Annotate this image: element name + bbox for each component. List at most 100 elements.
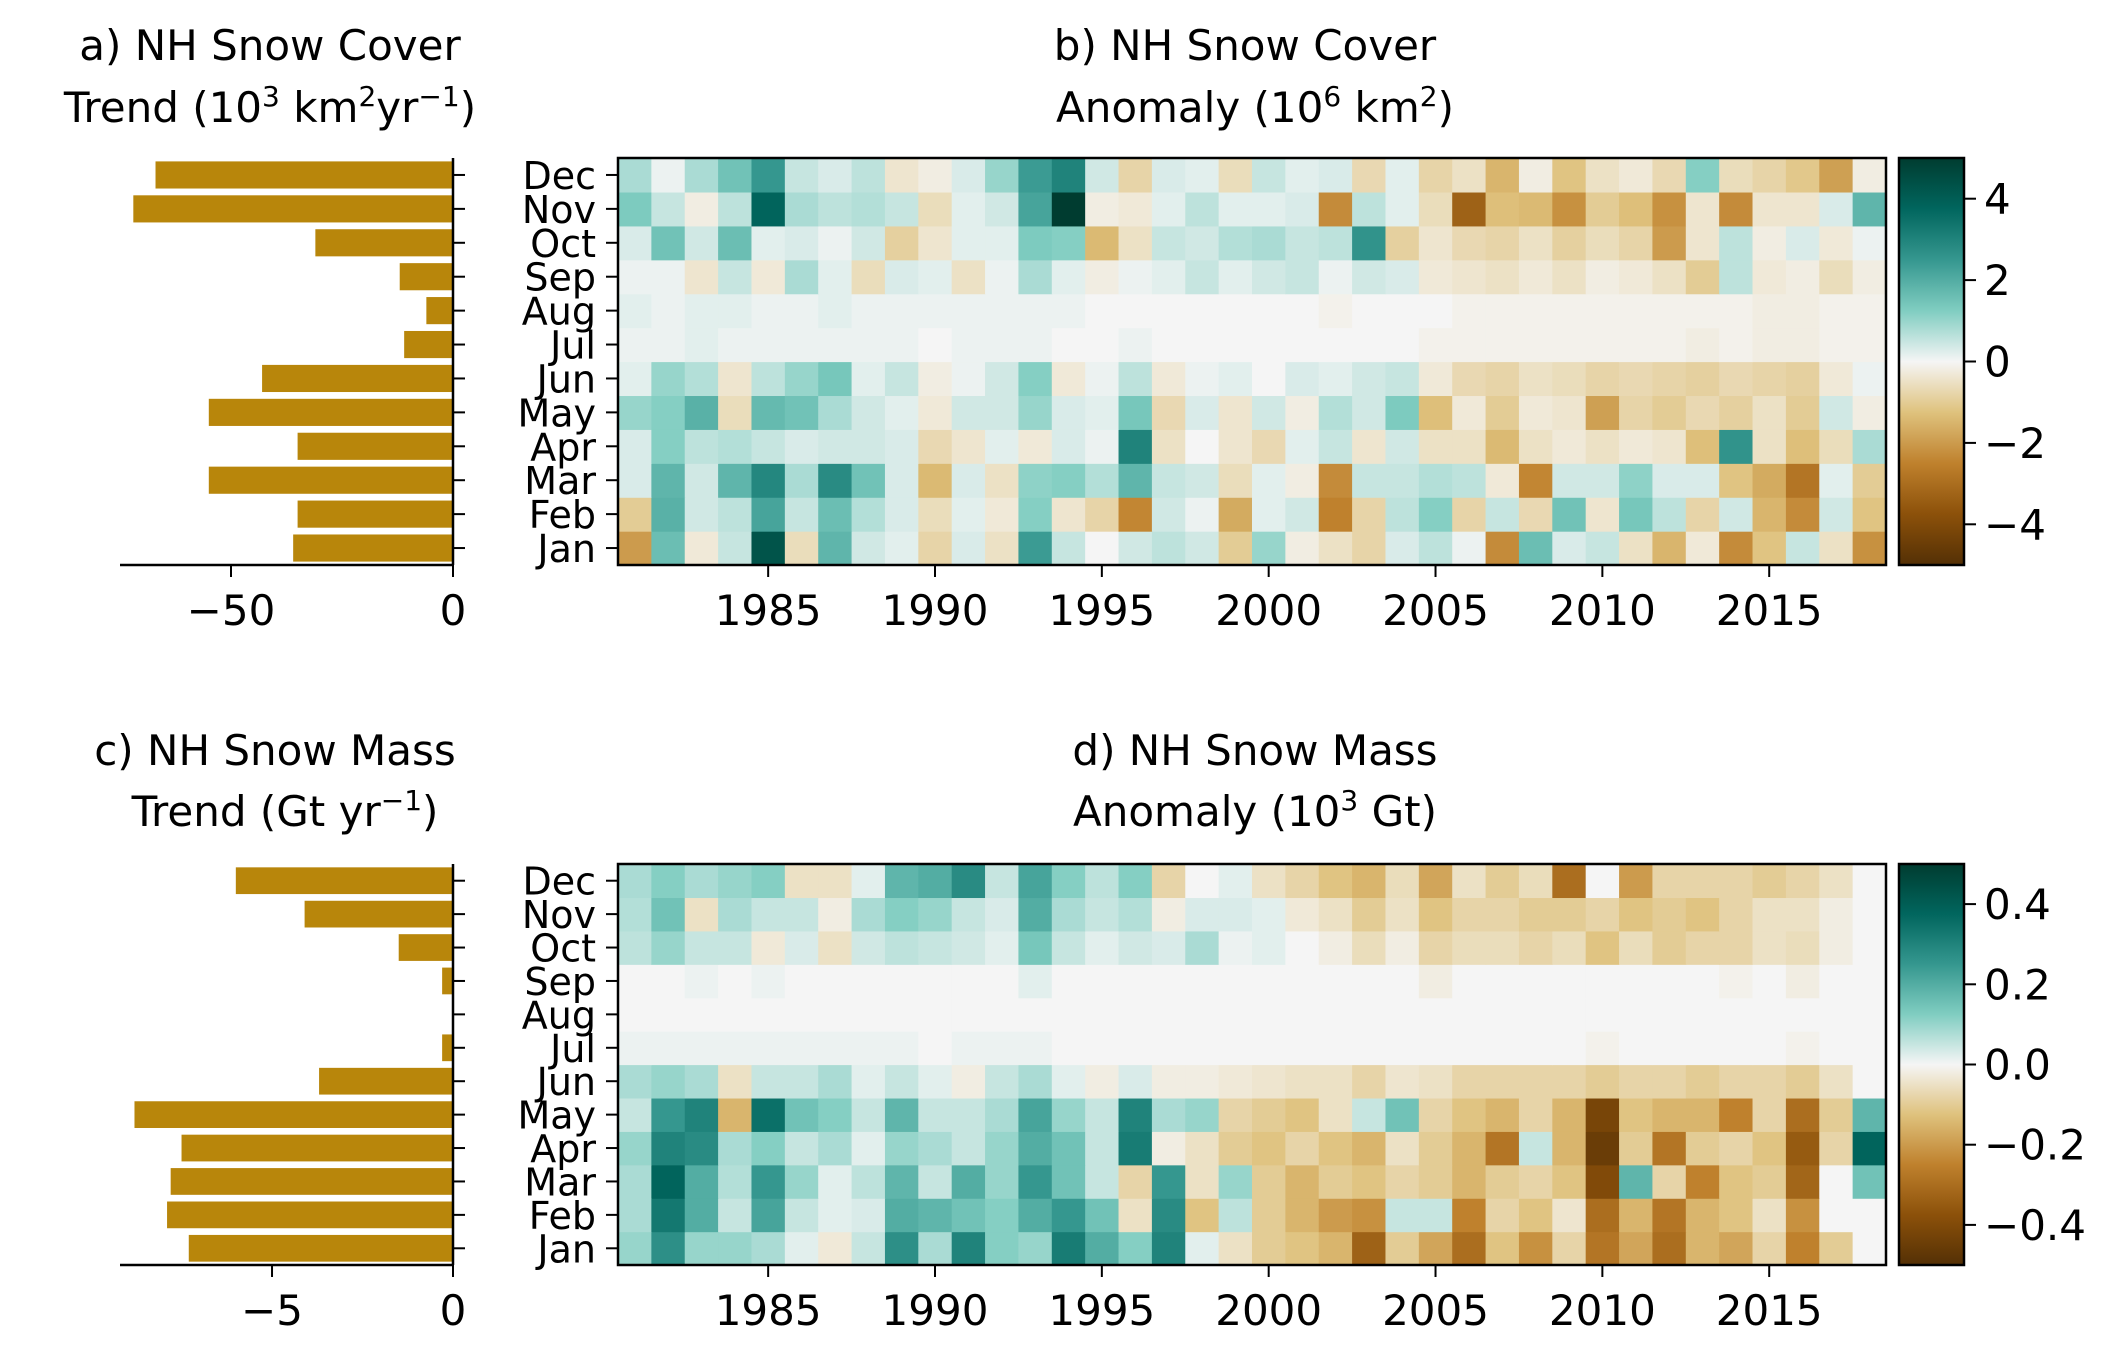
panel-d-cell	[751, 997, 786, 1032]
panel-d-cell	[818, 864, 853, 899]
panel-d-colorbar-label: −0.4	[1984, 1201, 2086, 1250]
panel-d-cell	[851, 1031, 886, 1066]
panel-b-cell	[1719, 531, 1754, 566]
panel-b-cell	[951, 293, 986, 329]
panel-b-cell	[1452, 225, 1487, 261]
panel-a-bar-jun	[262, 364, 453, 393]
panel-b-cell	[1652, 327, 1687, 363]
panel-b-cell	[1552, 497, 1587, 532]
panel-d-cell	[851, 930, 886, 965]
panel-d-cell	[818, 930, 853, 965]
panel-b-cell	[1752, 327, 1787, 363]
panel-b-cell	[1151, 395, 1186, 430]
panel-b-cell	[1852, 191, 1887, 227]
panel-b-title-line2: Anomaly (106 km2)	[1056, 80, 1454, 133]
panel-d-cell	[1752, 964, 1787, 999]
panel-b-cell	[1385, 259, 1420, 295]
panel-b-cell	[618, 293, 652, 329]
panel-b-cell	[1185, 293, 1220, 329]
panel-b-cell	[1151, 327, 1186, 363]
panel-d-cell	[1285, 997, 1320, 1032]
panel-d-cell	[1085, 1231, 1120, 1266]
panel-d-cell	[1652, 897, 1687, 932]
panel-b-colorbar-label: 0	[1984, 338, 2011, 387]
panel-b-cell	[1619, 191, 1654, 227]
panel-d-cell	[1318, 930, 1353, 965]
panel-b-month-label-apr: Apr	[530, 425, 596, 469]
panel-b-cell	[1585, 497, 1620, 532]
panel-d-cell	[918, 864, 953, 899]
panel-b-cell	[951, 463, 986, 498]
panel-b-cell	[1485, 497, 1520, 532]
panel-b-cell	[1185, 497, 1220, 532]
panel-b-colorbar-label: −2	[1984, 419, 2046, 468]
panel-b-cell	[651, 293, 686, 329]
panel-b-cell	[651, 158, 686, 193]
panel-b-cell	[1352, 429, 1387, 464]
panel-b-cell	[1252, 361, 1286, 397]
panel-d-cell	[751, 1031, 786, 1066]
panel-d-cell	[1685, 1231, 1720, 1266]
panel-d-cell	[1719, 1131, 1754, 1166]
panel-b-cell	[784, 463, 819, 498]
panel-b-cell	[1819, 361, 1854, 397]
panel-b-cell	[1285, 497, 1320, 532]
panel-b-cell	[1085, 259, 1120, 295]
panel-d-cell	[1385, 1131, 1420, 1166]
panel-d-cell	[1385, 1164, 1420, 1199]
panel-b-cell	[1051, 191, 1086, 227]
panel-d-cell	[751, 1131, 786, 1166]
panel-d-cell	[1585, 1164, 1620, 1199]
panel-d-cell	[1619, 1198, 1654, 1233]
panel-d-cell	[1785, 1097, 1820, 1132]
panel-d-cell	[1252, 1064, 1286, 1099]
panel-b-xtick-label: 2005	[1382, 586, 1489, 635]
panel-b-cell	[1518, 361, 1553, 397]
panel-b-cell	[1118, 361, 1153, 397]
panel-b-cell	[1852, 429, 1887, 464]
panel-b-cell	[1619, 463, 1654, 498]
panel-c-title-line2: Trend (Gt yr−1)	[131, 784, 439, 837]
panel-b-cell	[1018, 327, 1053, 363]
panel-b-cell	[1085, 225, 1120, 261]
panel-b-cell	[1151, 531, 1186, 566]
panel-d-cell	[1218, 1231, 1253, 1266]
panel-b-cell	[1485, 191, 1520, 227]
panel-d-cell	[1552, 1031, 1587, 1066]
panel-b-cell	[1619, 158, 1654, 193]
panel-b-cell	[1385, 361, 1420, 397]
panel-b-cell	[1685, 225, 1720, 261]
panel-d-xtick-label: 2015	[1716, 1286, 1823, 1335]
panel-b-cell	[818, 293, 853, 329]
panel-d-cell	[784, 1097, 819, 1132]
panel-d-cell	[1685, 864, 1720, 899]
panel-b-cell	[1151, 225, 1186, 261]
panel-b-cell	[1318, 497, 1353, 532]
panel-b-cell	[651, 361, 686, 397]
panel-d-cell	[1218, 1064, 1253, 1099]
panel-c-xtick-label: 0	[440, 1286, 467, 1335]
panel-b-cell	[1719, 225, 1754, 261]
panel-b-cell	[1719, 497, 1754, 532]
panel-d-cell	[1785, 930, 1820, 965]
panel-b-cell	[1352, 191, 1387, 227]
panel-d-cell	[1051, 964, 1086, 999]
panel-b-cell	[1318, 395, 1353, 430]
panel-b-cell	[1619, 531, 1654, 566]
panel-b-cell	[684, 158, 719, 193]
panel-b-cell	[784, 429, 819, 464]
panel-b-cell	[918, 463, 953, 498]
panel-b-cell	[1118, 158, 1153, 193]
panel-b-cell	[1452, 158, 1487, 193]
panel-d-cell	[1385, 897, 1420, 932]
panel-d-cell	[1352, 1097, 1387, 1132]
panel-d-cell	[1285, 1164, 1320, 1199]
panel-d-cell	[985, 1164, 1020, 1199]
panel-b-cell	[751, 327, 786, 363]
panel-b-cell	[1352, 395, 1387, 430]
panel-b-cell	[1252, 531, 1286, 566]
panel-d-cell	[851, 1198, 886, 1233]
panel-b-cell	[985, 191, 1020, 227]
panel-d-cell	[618, 864, 652, 899]
panel-b-cell	[1385, 395, 1420, 430]
